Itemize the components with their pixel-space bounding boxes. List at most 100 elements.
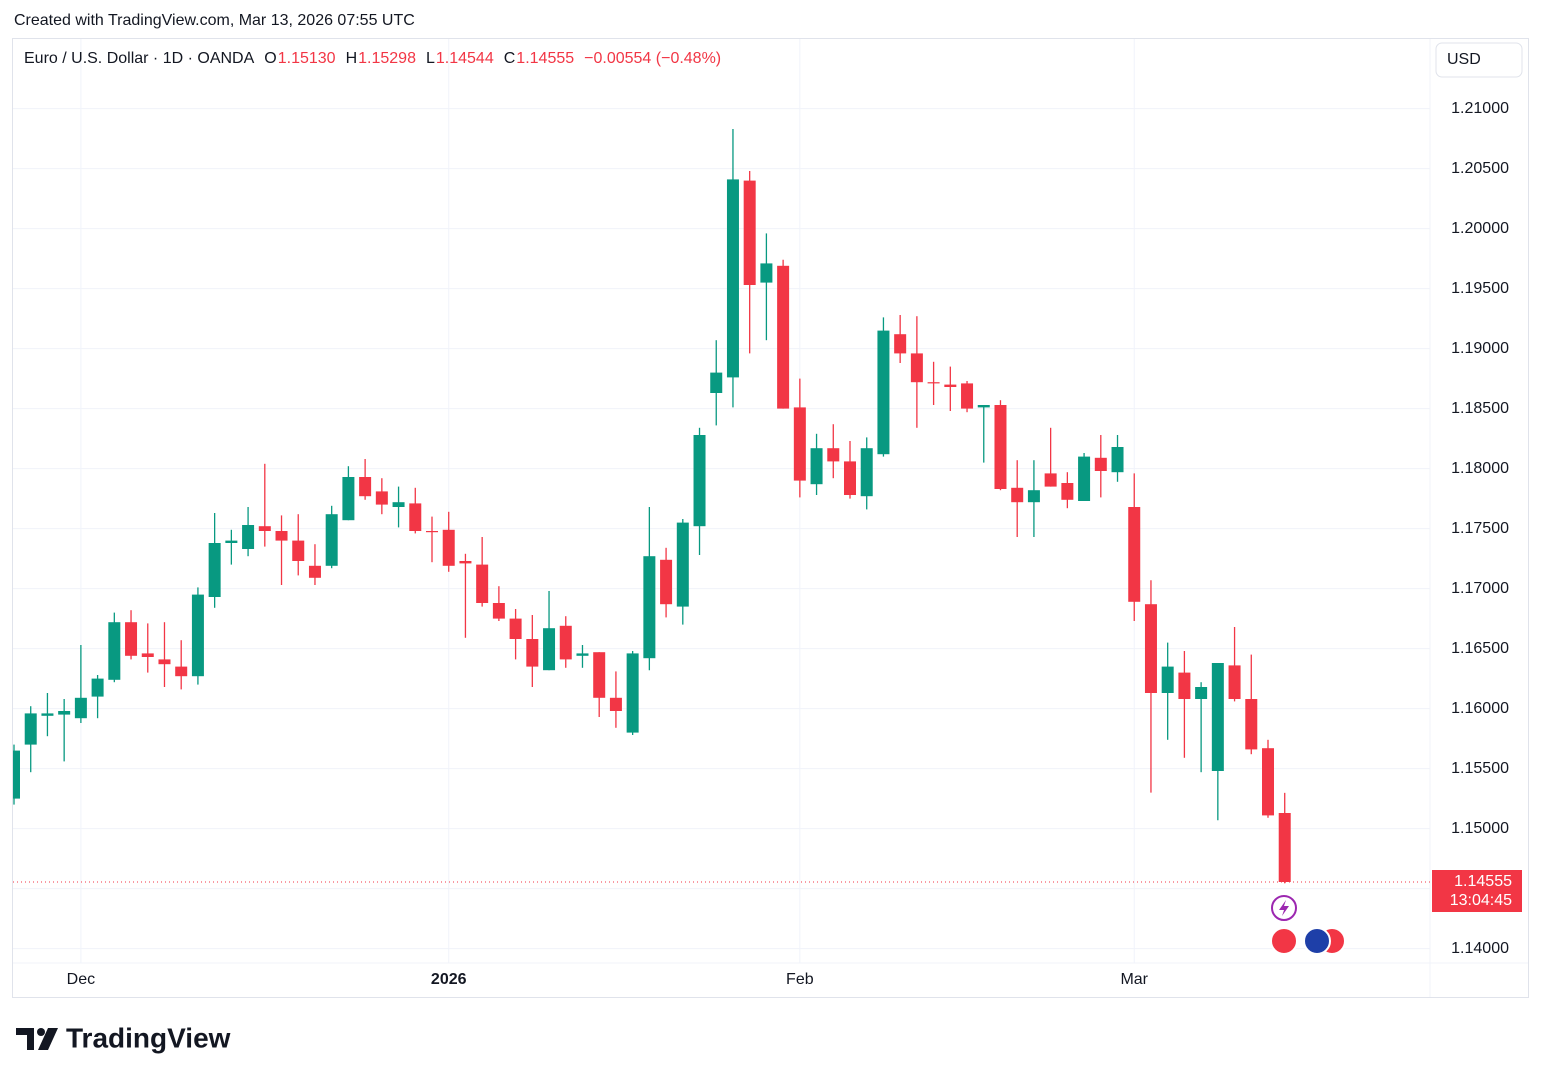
candle-body <box>1027 490 1040 503</box>
flag-eu[interactable] <box>1303 927 1331 955</box>
candle-body <box>225 540 238 543</box>
y-tick-label: 1.19000 <box>1451 340 1509 357</box>
event-icons <box>1270 895 1346 955</box>
y-tick-label: 1.15000 <box>1451 820 1509 837</box>
ohlc-value: 1.14544 <box>436 50 494 67</box>
candle-body <box>175 666 188 677</box>
candle-body <box>1278 813 1291 882</box>
ohlc-key: H <box>346 50 358 67</box>
ohlc-value: 1.15298 <box>358 50 416 67</box>
symbol-title: Euro / U.S. Dollar · 1D · OANDA <box>24 50 255 67</box>
last-price-label: 1.14555 <box>1454 873 1512 890</box>
candle-body <box>108 622 121 680</box>
candle-body <box>509 618 522 639</box>
candle-body <box>927 382 940 384</box>
candle-body <box>41 713 54 716</box>
candle-body <box>1111 447 1124 473</box>
candle-body <box>1245 699 1258 750</box>
candle-body <box>476 564 489 603</box>
candle-body <box>860 448 873 497</box>
candle-body <box>91 678 104 697</box>
candle-body <box>559 625 572 660</box>
event-icon-bolt <box>1279 900 1289 916</box>
y-tick-label: 1.17000 <box>1451 580 1509 597</box>
candle-body <box>292 540 305 561</box>
currency-button[interactable] <box>1435 42 1523 78</box>
candle-body <box>1144 604 1157 693</box>
candle-body <box>258 526 271 531</box>
candle-body <box>459 561 472 564</box>
candle-body <box>961 383 974 409</box>
candle-body <box>827 448 840 462</box>
candle-body <box>125 622 138 656</box>
x-tick-label: Mar <box>1120 971 1148 988</box>
y-tick-label: 1.16000 <box>1451 700 1509 717</box>
logo-mark <box>16 1028 34 1050</box>
candle-body <box>308 565 321 578</box>
currency[interactable]: USD <box>1447 51 1481 68</box>
watermark: Created with TradingView.com, Mar 13, 20… <box>14 12 415 29</box>
candle-body <box>693 435 706 527</box>
overlay: 1.14555 13:04:45 Euro / U.S. Dollar · 1D ·… <box>13 50 1522 912</box>
countdown: 13:04:45 <box>1450 892 1512 909</box>
candle-body <box>442 529 455 566</box>
candle-body <box>910 353 923 383</box>
y-tick-label: 1.16500 <box>1451 640 1509 657</box>
flag-us[interactable] <box>1270 927 1298 955</box>
y-tick-label: 1.19500 <box>1451 280 1509 297</box>
candle-body <box>158 659 171 665</box>
candles <box>13 129 1291 884</box>
candle-body <box>409 503 422 531</box>
brand: TradingView <box>66 1022 231 1053</box>
candle-body <box>359 477 372 497</box>
candle-body <box>492 603 505 619</box>
x-tick-label: 2026 <box>431 971 467 988</box>
candle-body <box>743 180 756 285</box>
ohlc-key: L <box>426 50 435 67</box>
candle-body <box>275 531 288 541</box>
candle-body <box>793 407 806 481</box>
y-tick-label: 1.18000 <box>1451 460 1509 477</box>
y-tick-label: 1.21000 <box>1451 100 1509 117</box>
candle-body <box>1161 666 1174 693</box>
candle-body <box>609 697 622 711</box>
candle-body <box>191 594 204 677</box>
candle-body <box>74 697 87 719</box>
y-tick-label: 1.20500 <box>1451 160 1509 177</box>
brand-logo: TradingView <box>16 1022 231 1053</box>
candle-body <box>208 543 221 597</box>
ohlc-value: 1.15130 <box>278 50 336 67</box>
candle-body <box>844 461 856 495</box>
candle-body <box>1262 748 1274 816</box>
candle-body <box>392 502 405 507</box>
candle-body <box>1211 663 1224 771</box>
candle-body <box>944 384 957 387</box>
candle-body <box>894 334 907 354</box>
grid: 1.140001.145001.150001.155001.160001.165… <box>13 39 1509 988</box>
candle-body <box>242 525 255 549</box>
candle-body <box>141 653 154 657</box>
candle-body <box>342 477 355 521</box>
candle-body <box>375 491 388 505</box>
ohlc-value: 1.14555 <box>516 50 574 67</box>
candle-body <box>877 330 890 455</box>
y-tick-label: 1.15500 <box>1451 760 1509 777</box>
candle-body <box>1011 487 1024 503</box>
candle-body <box>1128 507 1141 602</box>
candle-body <box>1078 456 1091 501</box>
candle-body <box>13 750 20 799</box>
candle-body <box>1178 672 1191 699</box>
logo-dot <box>37 1028 45 1036</box>
candle-body <box>676 522 689 607</box>
ohlc-key: O <box>264 50 276 67</box>
x-tick-label: Feb <box>786 971 814 988</box>
logo-mark <box>38 1028 58 1050</box>
candle-body <box>543 628 556 671</box>
candle-body <box>1061 483 1074 500</box>
x-tick-label: Dec <box>67 971 95 988</box>
candle-body <box>1094 457 1107 471</box>
y-tick-label: 1.17500 <box>1451 520 1509 537</box>
candle-body <box>576 653 589 656</box>
candle-body <box>593 652 606 698</box>
ohlc-key: C <box>504 50 516 67</box>
